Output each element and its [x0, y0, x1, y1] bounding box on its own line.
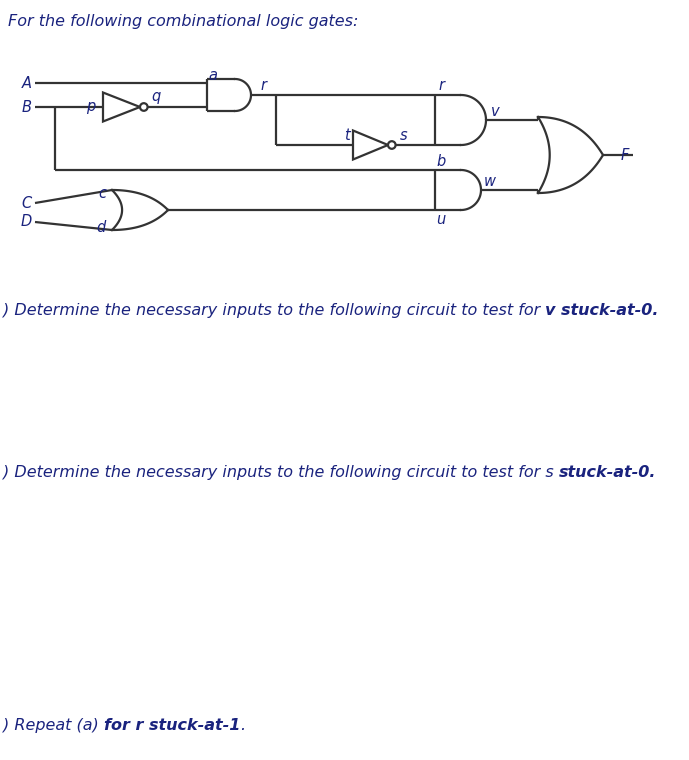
Text: r: r: [438, 78, 444, 93]
Text: t: t: [344, 128, 350, 143]
Text: B: B: [22, 100, 32, 115]
Text: for r stuck-at-1: for r stuck-at-1: [104, 718, 240, 733]
Text: D: D: [21, 214, 32, 230]
Text: c: c: [98, 185, 106, 201]
Text: A: A: [22, 75, 32, 90]
Text: s: s: [400, 128, 407, 143]
Text: ) Repeat (a): ) Repeat (a): [3, 718, 104, 733]
Text: .: .: [240, 718, 245, 733]
Text: ) Determine the necessary inputs to the following circuit to test for: ) Determine the necessary inputs to the …: [3, 303, 546, 318]
Text: v: v: [491, 103, 500, 119]
Text: b: b: [436, 154, 446, 169]
Text: q: q: [151, 90, 161, 105]
Text: F: F: [621, 147, 629, 163]
Text: d: d: [96, 220, 106, 235]
Text: u: u: [436, 211, 446, 226]
Text: a: a: [209, 68, 218, 83]
Text: r: r: [260, 78, 266, 93]
Text: stuck-at-0.: stuck-at-0.: [559, 465, 657, 480]
Text: ) Determine the necessary inputs to the following circuit to test for s: ) Determine the necessary inputs to the …: [3, 465, 559, 480]
Text: v stuck-at-0.: v stuck-at-0.: [546, 303, 659, 318]
Text: p: p: [85, 99, 95, 113]
Text: C: C: [22, 195, 32, 211]
Text: For the following combinational logic gates:: For the following combinational logic ga…: [8, 14, 358, 29]
Text: w: w: [484, 173, 496, 188]
